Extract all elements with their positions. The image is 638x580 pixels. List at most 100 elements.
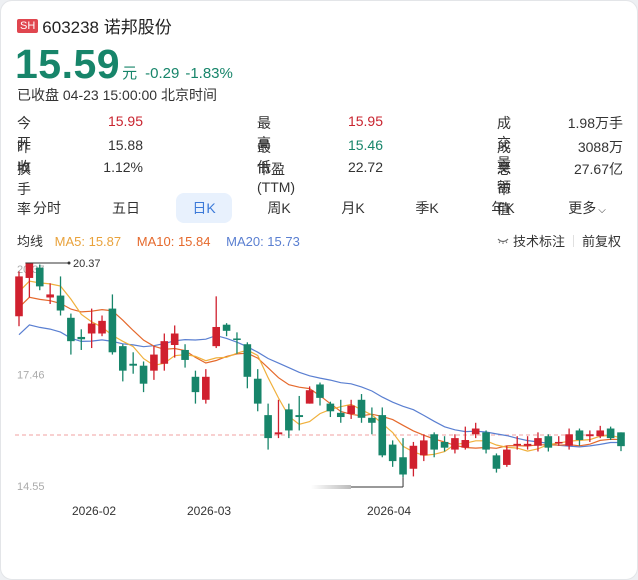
stock-header: SH 603238 诺邦股份 <box>17 13 172 38</box>
candle-body <box>575 430 584 441</box>
candle-body <box>274 432 283 435</box>
candle-body <box>129 363 137 366</box>
candle-body <box>409 445 418 469</box>
stat-label: 换手率 <box>17 161 31 217</box>
annotate-button[interactable]: 技术标注 <box>497 231 565 250</box>
tab-monthly-k[interactable]: 月K <box>341 200 365 216</box>
period-tabs: 分时 五日 日K 周K 月K 季K 年K 更多 ⌵ <box>1 193 637 223</box>
candle-body <box>451 438 459 450</box>
candle-body <box>233 338 241 340</box>
tab-yearly-k[interactable]: 年K <box>491 200 515 216</box>
candle-body <box>77 336 86 340</box>
stat-value: 22.72 <box>347 159 383 175</box>
stat-label: 昨收 <box>17 139 31 175</box>
candle-body <box>544 436 553 448</box>
candle-body <box>222 324 231 331</box>
candle-body <box>617 432 625 447</box>
candle-body <box>139 365 148 384</box>
stat-value: 15.88 <box>107 137 143 153</box>
tab-five-day[interactable]: 五日 <box>112 200 140 216</box>
candle-body <box>430 434 438 450</box>
candle-body <box>212 326 221 347</box>
stat-value: 27.67亿 <box>573 161 623 177</box>
ma20-line <box>18 324 621 448</box>
candle-body <box>98 320 106 334</box>
max-marker-dot <box>67 261 71 265</box>
candle-body <box>264 415 272 439</box>
candle-body <box>596 430 605 437</box>
stat-value: 15.95 <box>107 113 143 129</box>
candle-body <box>191 376 200 393</box>
ma20-value: MA20: 15.73 <box>226 234 300 249</box>
candle-body <box>150 354 158 371</box>
candle-body <box>471 428 480 435</box>
candle-body <box>368 417 376 423</box>
candle-body <box>243 344 252 377</box>
eye-closed-icon <box>497 238 509 244</box>
candle-body <box>170 333 179 345</box>
candle-body <box>461 440 470 448</box>
candle-body <box>554 441 563 444</box>
candle-body <box>181 349 189 360</box>
candle-body <box>565 434 573 446</box>
candle-body <box>347 405 355 414</box>
candle-body <box>378 415 387 456</box>
candle-body <box>586 434 594 437</box>
stat-value: 1.98万手 <box>567 115 623 131</box>
candle-body <box>326 403 335 412</box>
candle-body <box>108 308 117 353</box>
adjust-button[interactable]: 前复权 <box>581 234 621 249</box>
tab-more-label: 更多 <box>568 200 597 216</box>
divider <box>572 234 574 247</box>
candle-body <box>513 443 522 446</box>
candle-body <box>160 341 169 364</box>
tab-minute[interactable]: 分时 <box>33 200 61 216</box>
candle-body <box>503 449 511 465</box>
candle-body <box>523 443 532 446</box>
y-tick-label: 17.46 <box>17 370 45 382</box>
current-price: 15.59 <box>15 41 121 87</box>
candle-body <box>606 428 615 439</box>
stock-title[interactable]: 603238 诺邦股份 <box>42 18 172 37</box>
candle-body <box>336 412 345 418</box>
price-change: -0.29 <box>145 65 180 82</box>
y-tick-label: 14.55 <box>17 481 45 493</box>
candle-body <box>118 346 127 371</box>
candle-body <box>25 263 34 278</box>
exchange-badge: SH <box>17 18 39 33</box>
stat-value: 3088万 <box>577 139 623 155</box>
stat-label: 最低 <box>257 139 271 175</box>
annotate-label: 技术标注 <box>512 234 565 249</box>
tab-daily-k[interactable]: 日K <box>176 193 232 223</box>
candle-body <box>419 440 428 456</box>
stat-label: 成交量 <box>497 115 511 171</box>
candle-body <box>492 455 501 469</box>
stat-value: 1.12% <box>103 159 143 175</box>
candle-body <box>305 390 314 404</box>
candle-body <box>46 294 54 298</box>
candle-body <box>87 323 96 334</box>
stat-label: 最高 <box>257 115 271 151</box>
max-marker-label: 20.37 <box>73 258 101 270</box>
ma5-line <box>18 280 622 457</box>
candle-body <box>253 378 262 404</box>
tab-quarterly-k[interactable]: 季K <box>415 200 439 216</box>
tab-more[interactable]: 更多 ⌵ <box>557 193 617 223</box>
ma-legend: 均线 MA5: 15.87 MA10: 15.84 MA20: 15.73 <box>17 231 300 250</box>
candle-body <box>295 415 304 418</box>
ma-label: 均线 <box>17 234 44 249</box>
market-status: 已收盘 04-23 15:00:00 北京时间 <box>17 87 217 103</box>
tab-weekly-k[interactable]: 周K <box>267 200 291 216</box>
price-row: 15.59 元 -0.29 -1.83% <box>15 41 233 88</box>
candle-body <box>56 295 65 311</box>
stat-label: 成交额 <box>497 139 511 195</box>
stat-value: 15.46 <box>347 137 383 153</box>
candle-body <box>316 384 324 398</box>
candle-body <box>202 376 210 400</box>
stat-label: 总市值 <box>497 161 511 217</box>
ma10-value: MA10: 15.84 <box>136 234 211 249</box>
stat-value: 15.95 <box>347 113 383 129</box>
min-marker-fade <box>311 485 351 489</box>
